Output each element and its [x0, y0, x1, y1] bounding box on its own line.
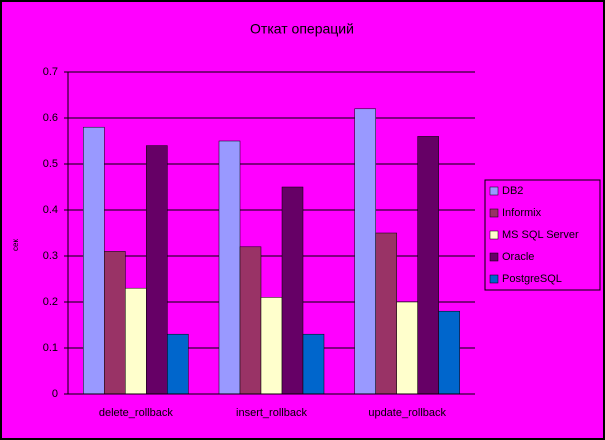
bar — [239, 246, 262, 395]
bar — [375, 232, 397, 395]
y-tick-label: 0.1 — [43, 342, 58, 354]
x-tick-label: delete_rollback — [99, 407, 173, 419]
bar — [146, 145, 168, 395]
legend-label: Informix — [502, 207, 542, 219]
bar — [125, 287, 147, 395]
bar — [302, 333, 325, 395]
legend-swatch — [489, 230, 499, 240]
bar — [396, 301, 418, 395]
legend-box — [484, 179, 601, 291]
chart-title: Откат операций — [250, 21, 354, 37]
legend-label: MS SQL Server — [502, 229, 579, 241]
bar — [167, 333, 189, 395]
legend-swatch — [489, 274, 499, 284]
x-tick-label: insert_rollback — [236, 407, 307, 419]
bar — [104, 251, 126, 395]
legend-label: PostgreSQL — [502, 273, 562, 285]
legend-label: Oracle — [502, 251, 534, 263]
bar — [83, 126, 105, 395]
y-tick-label: 0.7 — [43, 66, 58, 78]
y-tick-label: 0.2 — [43, 296, 58, 308]
y-tick-label: 0.3 — [43, 250, 58, 262]
legend-swatch — [489, 208, 499, 218]
bar — [354, 108, 376, 395]
y-tick-label: 0.5 — [43, 158, 58, 170]
bar — [438, 310, 460, 395]
y-tick-label: 0.4 — [43, 204, 58, 216]
bar — [218, 140, 241, 395]
legend-swatch — [489, 252, 499, 262]
y-tick-label: 0.6 — [43, 112, 58, 124]
legend-label: DB2 — [502, 185, 523, 197]
y-axis-label: сек — [11, 239, 20, 251]
x-tick-label: update_rollback — [368, 407, 446, 419]
y-tick-label: 0 — [52, 388, 58, 400]
bar — [260, 297, 283, 395]
bar — [417, 136, 439, 395]
legend-swatch — [489, 186, 499, 196]
bar — [281, 186, 304, 395]
